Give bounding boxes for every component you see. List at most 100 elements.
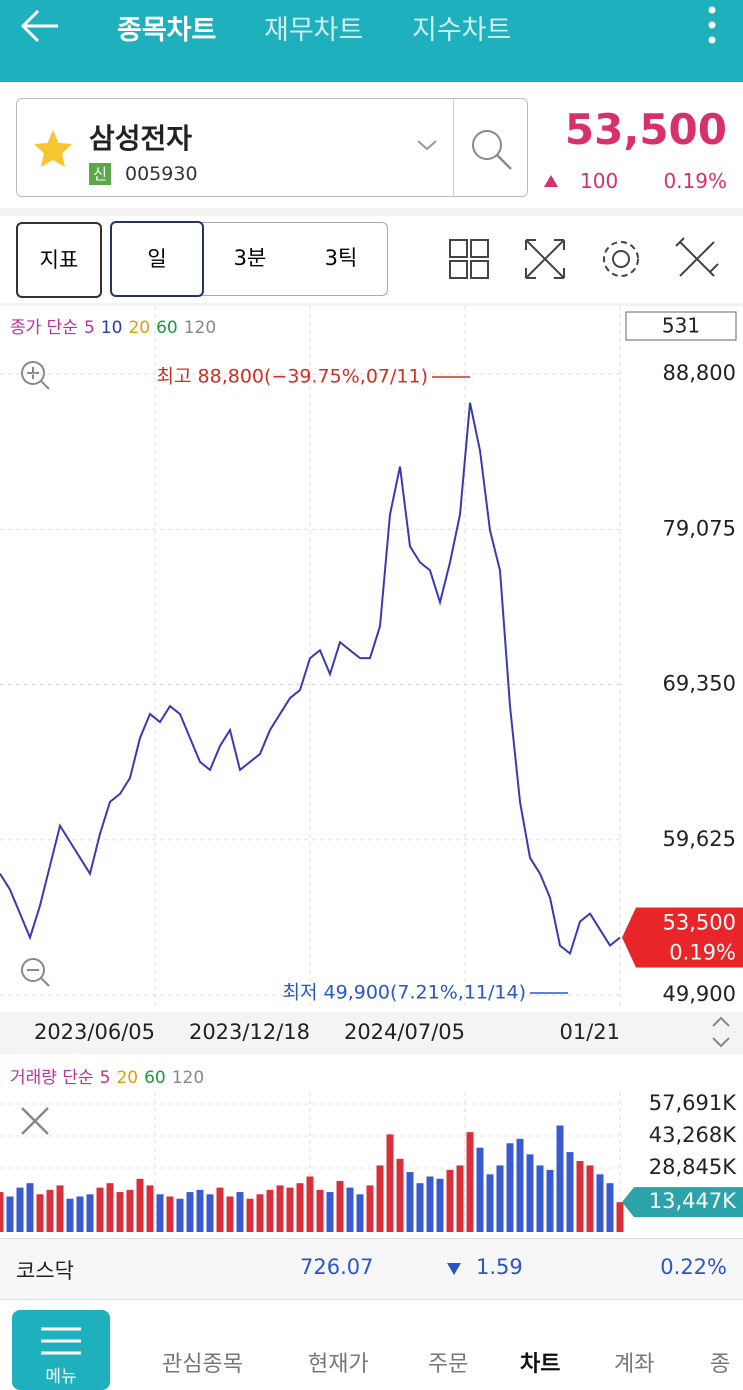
y-tick-label: 79,075 [663, 516, 736, 540]
current-price: 53,500 [663, 911, 736, 935]
menu-button[interactable]: 메뉴 [12, 1310, 110, 1390]
volume-bar [6, 1196, 14, 1232]
back-button[interactable] [18, 6, 62, 46]
nav-item[interactable]: 차트 [520, 1352, 561, 1377]
date-axis-bg [0, 1012, 743, 1054]
star-icon[interactable] [31, 127, 75, 171]
volume-bar [106, 1183, 114, 1232]
legend-item: 거래량 단순 [10, 1068, 94, 1088]
volume-bar [236, 1192, 244, 1232]
legend-item: 5 [84, 318, 95, 338]
volume-bar [536, 1165, 544, 1232]
y-tick-label: 69,350 [663, 672, 736, 696]
legend-item: 20 [116, 1068, 138, 1088]
volume-bar [86, 1194, 94, 1232]
price-line [0, 402, 621, 956]
period-button[interactable]: 3분 [233, 246, 267, 270]
nav-item[interactable]: 현재가 [308, 1352, 369, 1377]
volume-bar [566, 1152, 574, 1232]
volume-bar [146, 1185, 154, 1232]
y-tick-label: 28,845K [649, 1155, 737, 1179]
volume-current: 13,447K [649, 1189, 737, 1213]
tab[interactable]: 재무차트 [264, 15, 364, 46]
market-name: 코스닥 [16, 1259, 74, 1283]
zoom-out[interactable] [21, 958, 50, 987]
x-tick-label: 01/21 [559, 1020, 620, 1044]
volume-bar [386, 1134, 394, 1232]
indicator-button[interactable]: 지표 [16, 222, 102, 298]
high-label: 최고 88,800(−39.75%,07/11) [157, 366, 428, 388]
top-bar: 종목차트 재무차트 지수차트 [0, 0, 743, 82]
volume-bar [586, 1165, 594, 1232]
y-tick-label: 49,900 [663, 982, 736, 1006]
volume-bar [126, 1189, 134, 1232]
more-menu[interactable] [700, 4, 724, 48]
menu-icon [41, 1327, 81, 1355]
period-button[interactable]: 일 [110, 221, 204, 297]
tool-icons[interactable] [440, 230, 740, 290]
volume-bar [556, 1125, 564, 1232]
change-pct: 0.19% [663, 169, 727, 193]
market-bar: 코스닥 726.07 1.59 0.22% [0, 1238, 743, 1300]
volume-bar [176, 1198, 184, 1232]
volume-bar [406, 1172, 414, 1232]
volume-bar [546, 1169, 554, 1232]
market-change: 1.59 [476, 1255, 523, 1279]
stock-code: 005930 [125, 163, 198, 185]
scroll-arrows[interactable] [712, 1016, 730, 1048]
volume-bar [166, 1196, 174, 1232]
volume-bar [186, 1192, 194, 1232]
volume-bar [196, 1189, 204, 1232]
nav-item[interactable]: 계좌 [614, 1352, 655, 1377]
volume-bar [596, 1174, 604, 1232]
close-volume[interactable] [21, 1107, 49, 1135]
volume-bar [46, 1189, 54, 1232]
price: 53,500 [564, 105, 727, 154]
separator [0, 303, 743, 306]
volume-bar [66, 1198, 74, 1232]
volume-bar [36, 1194, 44, 1232]
menu-label: 메뉴 [45, 1367, 77, 1387]
stock-name: 삼성전자 [89, 122, 193, 155]
tab[interactable]: 종목차트 [117, 15, 217, 46]
volume-bar [446, 1169, 454, 1232]
volume-bar [376, 1165, 384, 1232]
down-icon [447, 1263, 461, 1275]
volume-bar [206, 1194, 214, 1232]
volume-bar [216, 1187, 224, 1232]
volume-bar [246, 1198, 254, 1232]
y-tick-label: 59,625 [663, 827, 736, 851]
nav-item[interactable]: 종 [710, 1352, 731, 1377]
volume-bar [26, 1183, 34, 1232]
search-button[interactable] [467, 125, 515, 173]
divider [453, 99, 454, 196]
volume-bar [256, 1194, 264, 1232]
dropdown[interactable] [415, 137, 439, 153]
period-button[interactable]: 3틱 [324, 246, 358, 270]
legend-item: 120 [172, 1068, 204, 1088]
stock-box[interactable]: 삼성전자 신 005930 [16, 98, 528, 197]
zoom-in[interactable] [21, 361, 50, 390]
volume-bar [156, 1194, 164, 1232]
nav-item[interactable]: 관심종목 [162, 1352, 243, 1377]
volume-bar [326, 1192, 334, 1232]
volume-bar [226, 1196, 234, 1232]
volume-bar [266, 1189, 274, 1232]
legend-item: 60 [144, 1068, 166, 1088]
y-tick-label: 57,691K [649, 1091, 737, 1115]
volume-bar [96, 1187, 104, 1232]
volume-bar [296, 1183, 304, 1232]
legend-item: 120 [184, 318, 216, 338]
volume-bar [276, 1185, 284, 1232]
volume-bar [136, 1178, 144, 1232]
volume-bar [496, 1165, 504, 1232]
volume-bar [346, 1187, 354, 1232]
volume-bar [366, 1185, 374, 1232]
y-tick-label: 88,800 [663, 361, 736, 385]
nav-item[interactable]: 주문 [428, 1352, 469, 1377]
volume-bar [336, 1180, 344, 1232]
volume-tag [622, 1187, 743, 1218]
tab[interactable]: 지수차트 [412, 15, 512, 46]
volume-bar [416, 1183, 424, 1232]
volume-bar [426, 1176, 434, 1232]
